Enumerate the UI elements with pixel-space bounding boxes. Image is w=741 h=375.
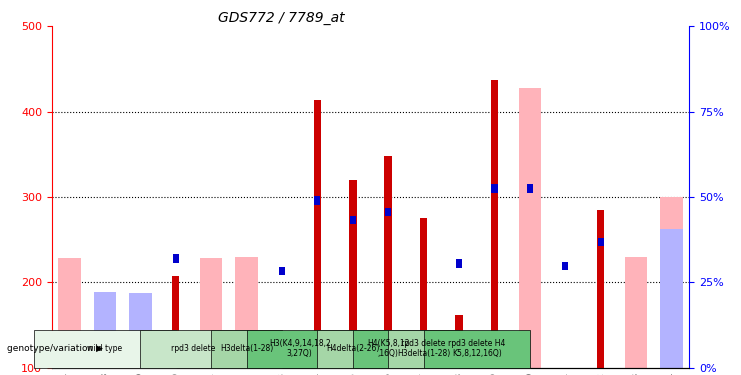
Text: rpd3 delete: rpd3 delete [171, 344, 216, 353]
Bar [200, 258, 222, 368]
Bar [172, 276, 179, 368]
Bar [385, 156, 392, 368]
Bar [597, 210, 605, 368]
Text: H4delta(2-26): H4delta(2-26) [326, 344, 379, 353]
Bar [279, 267, 285, 275]
Text: H3(K4,9,14,18,2
3,27Q): H3(K4,9,14,18,2 3,27Q) [269, 339, 330, 358]
Bar [236, 258, 258, 368]
Bar [491, 80, 498, 368]
Bar [350, 216, 356, 224]
Bar [385, 208, 391, 216]
Bar [94, 292, 116, 368]
Bar [562, 262, 568, 270]
Bar [519, 88, 541, 368]
Bar [173, 254, 179, 262]
Bar [660, 229, 682, 368]
Bar [129, 293, 151, 368]
Bar [491, 184, 497, 193]
Text: genotype/variation ▶: genotype/variation ▶ [7, 344, 104, 353]
Bar [313, 100, 321, 368]
Bar [597, 238, 604, 246]
Text: H4(K5,8,12
,16Q): H4(K5,8,12 ,16Q) [367, 339, 410, 358]
Bar [455, 315, 462, 368]
Bar [420, 218, 428, 368]
Text: rpd3 delete H4
K5,8,12,16Q): rpd3 delete H4 K5,8,12,16Q) [448, 339, 505, 358]
Bar [527, 184, 533, 193]
Text: H3delta(1-28): H3delta(1-28) [220, 344, 273, 353]
Text: wild type: wild type [87, 344, 122, 353]
Bar [625, 256, 647, 368]
Bar [660, 197, 682, 368]
Bar [456, 259, 462, 268]
Bar [314, 196, 321, 204]
Bar [349, 180, 356, 368]
Text: rpd3 delete
H3delta(1-28): rpd3 delete H3delta(1-28) [397, 339, 451, 358]
Text: GDS772 / 7789_at: GDS772 / 7789_at [219, 11, 345, 25]
Bar [59, 258, 81, 368]
